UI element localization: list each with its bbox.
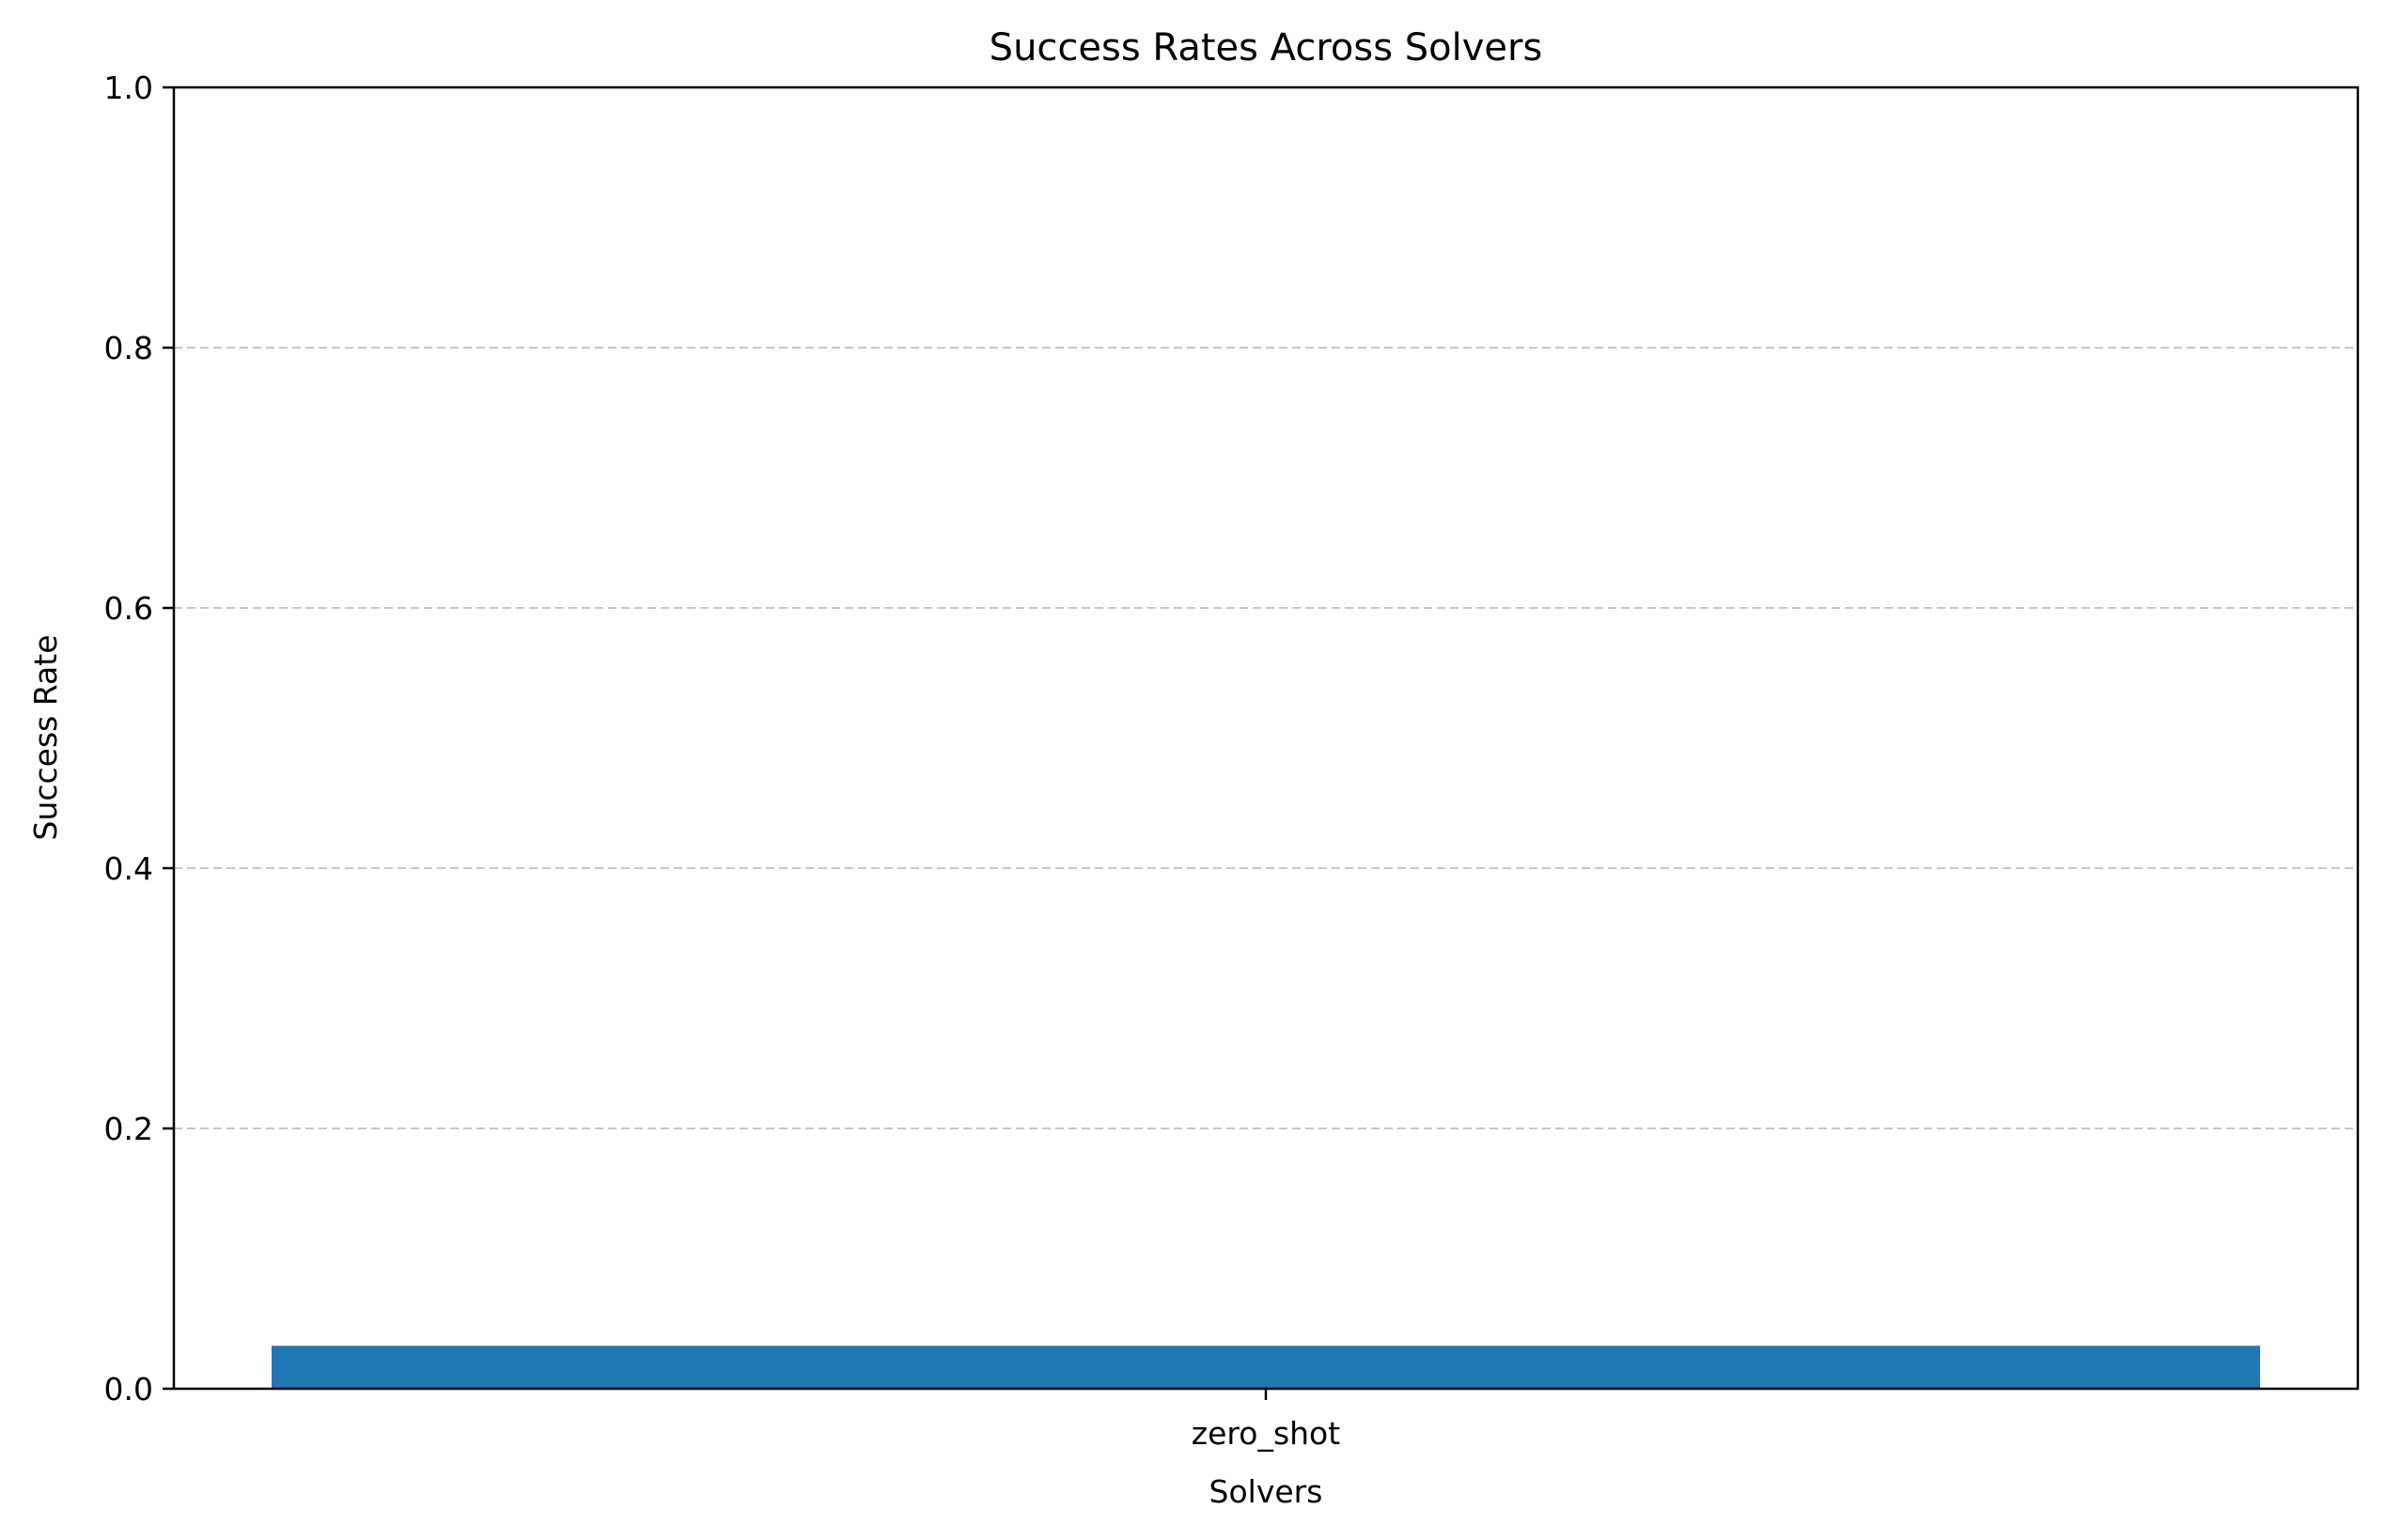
y-axis-label: Success Rate bbox=[27, 635, 64, 841]
y-tick-label: 0.2 bbox=[104, 1111, 153, 1147]
y-tick-label: 1.0 bbox=[104, 70, 153, 106]
bar-zero_shot bbox=[272, 1346, 2260, 1389]
chart-title: Success Rates Across Solvers bbox=[990, 26, 1543, 70]
x-axis-label: Solvers bbox=[1209, 1473, 1323, 1510]
grid-lines bbox=[174, 347, 2358, 1129]
y-tick-label: 0.4 bbox=[104, 850, 153, 887]
y-tick-label: 0.0 bbox=[104, 1371, 153, 1408]
y-axis-ticks: 0.0 0.2 0.4 0.6 0.8 1.0 bbox=[104, 70, 174, 1408]
y-tick-label: 0.8 bbox=[104, 330, 153, 366]
y-tick-label: 0.6 bbox=[104, 590, 153, 627]
bars bbox=[272, 1346, 2260, 1389]
x-axis-ticks: zero_shot bbox=[1192, 1389, 1340, 1452]
x-tick-label: zero_shot bbox=[1192, 1415, 1340, 1452]
